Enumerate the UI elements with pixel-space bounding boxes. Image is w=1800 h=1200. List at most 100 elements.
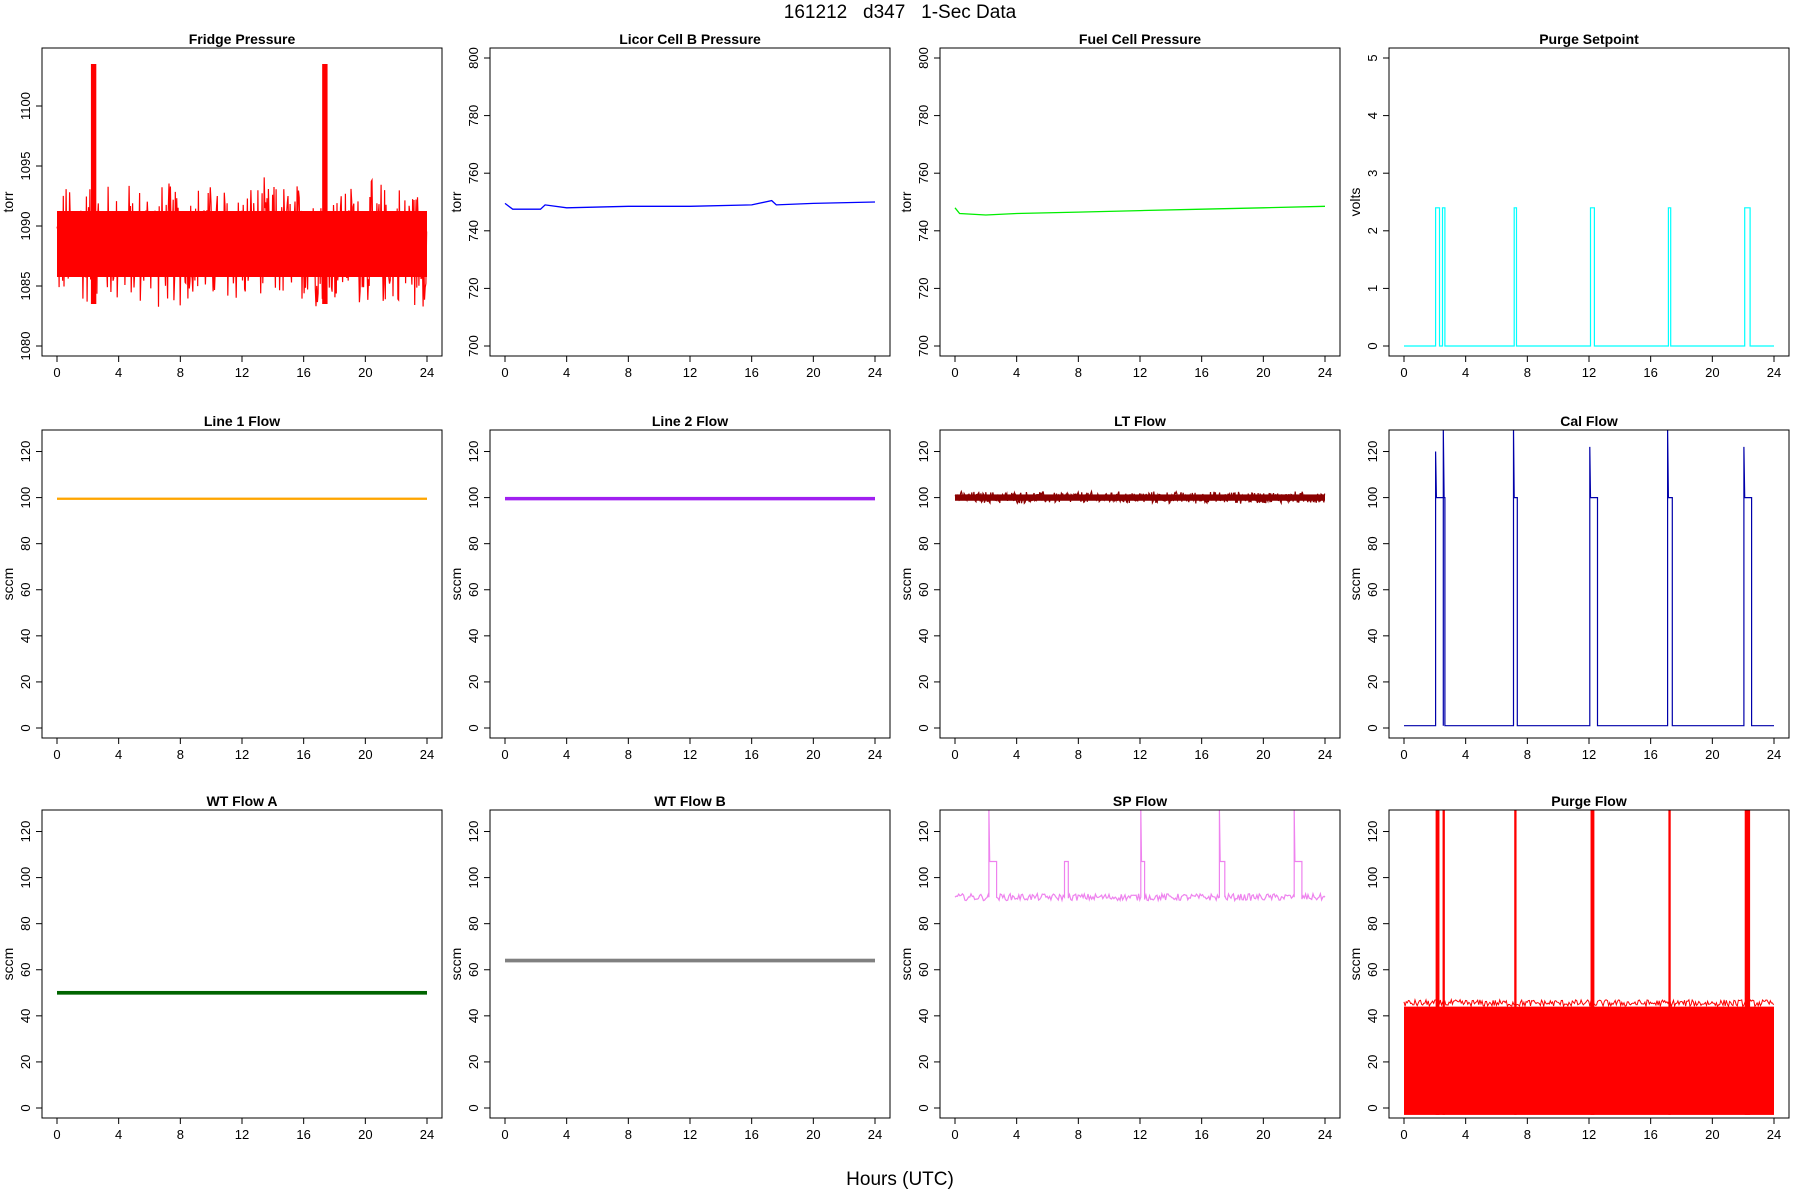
- x-tick-label: 0: [1400, 1127, 1407, 1142]
- series-spike: [1514, 810, 1517, 1115]
- plot-frame: [1388, 429, 1790, 739]
- chart-title: Fridge Pressure: [189, 31, 296, 47]
- series: [505, 958, 875, 963]
- series-band: [505, 958, 875, 963]
- x-tick-label: 16: [744, 747, 758, 762]
- series-band: [1404, 1006, 1774, 1115]
- y-tick-label: 4: [1365, 112, 1380, 119]
- chart-panel: Cal Flow sccm 0 4 8 12 16 20 24 0 20 40 60 80 100 120: [1347, 413, 1790, 762]
- x-tick-label: 8: [625, 365, 632, 380]
- x-tick-label: 4: [1013, 1127, 1020, 1142]
- series-line: [504, 199, 876, 210]
- x-tick-label: 24: [868, 1127, 882, 1142]
- x-tick-label: 24: [420, 747, 434, 762]
- y-axis: 0 20 40 60 80 100 120: [466, 441, 491, 732]
- y-axis-label: sccm: [898, 568, 914, 601]
- y-axis-label: torr: [0, 191, 16, 212]
- chart-panel: Line 2 Flow sccm 0 4 8 12 16 20 24 0 20 40 60 80 100 12…: [448, 413, 891, 762]
- chart-title: Fuel Cell Pressure: [1079, 31, 1201, 47]
- y-axis: 0 20 40 60 80 100 120: [18, 821, 43, 1112]
- y-tick-label: 100: [466, 867, 481, 889]
- y-tick-label: 120: [1365, 821, 1380, 843]
- x-axis-caption: Hours (UTC): [846, 1169, 954, 1190]
- plot-frame: [939, 809, 1341, 1119]
- y-tick-label: 780: [466, 105, 481, 127]
- y-tick-label: 60: [466, 963, 481, 977]
- y-tick-label: 80: [18, 916, 33, 930]
- y-tick-label: 40: [1365, 629, 1380, 643]
- y-axis: 700 720 740 760 780 800: [916, 47, 941, 357]
- y-tick-label: 80: [916, 536, 931, 550]
- x-tick-label: 16: [296, 747, 310, 762]
- y-tick-label: 60: [18, 583, 33, 597]
- series-band: [57, 990, 427, 995]
- series-spike: [1442, 810, 1445, 1115]
- x-tick-label: 16: [1194, 365, 1208, 380]
- x-tick-label: 0: [951, 365, 958, 380]
- y-tick-label: 120: [916, 821, 931, 843]
- x-tick-label: 8: [1075, 747, 1082, 762]
- series-band: [57, 497, 427, 500]
- y-tick-label: 40: [466, 1009, 481, 1023]
- y-tick-label: 60: [1365, 963, 1380, 977]
- y-tick-label: 60: [1365, 583, 1380, 597]
- y-tick-label: 720: [916, 278, 931, 300]
- x-tick-label: 8: [177, 1127, 184, 1142]
- x-tick-label: 24: [420, 1127, 434, 1142]
- x-tick-label: 8: [1524, 747, 1531, 762]
- x-tick-label: 12: [683, 1127, 697, 1142]
- y-tick-label: 0: [916, 724, 931, 731]
- y-tick-label: 1095: [18, 152, 33, 181]
- y-tick-label: 0: [18, 724, 33, 731]
- chart-title: WT Flow B: [654, 793, 726, 809]
- x-tick-label: 4: [563, 747, 570, 762]
- y-tick-label: 120: [916, 441, 931, 463]
- x-tick-label: 0: [951, 747, 958, 762]
- y-tick-label: 20: [1365, 1055, 1380, 1069]
- x-tick-label: 4: [1013, 747, 1020, 762]
- x-tick-label: 0: [951, 1127, 958, 1142]
- x-tick-label: 0: [53, 1127, 60, 1142]
- y-tick-label: 60: [466, 583, 481, 597]
- y-tick-label: 2: [1365, 227, 1380, 234]
- y-tick-label: 60: [916, 963, 931, 977]
- series: [954, 489, 1326, 506]
- x-tick-label: 0: [53, 365, 60, 380]
- x-tick-label: 20: [358, 365, 372, 380]
- y-tick-label: 80: [466, 536, 481, 550]
- y-tick-label: 0: [1365, 724, 1380, 731]
- chart-title: Purge Setpoint: [1539, 31, 1639, 47]
- y-tick-label: 20: [18, 1055, 33, 1069]
- series: [1404, 430, 1774, 727]
- x-tick-label: 20: [1705, 365, 1719, 380]
- x-tick-label: 20: [806, 747, 820, 762]
- y-tick-label: 20: [466, 1055, 481, 1069]
- y-axis: 0 20 40 60 80 100 120: [1365, 821, 1390, 1112]
- plot-frame: [939, 429, 1341, 739]
- series: [56, 64, 428, 307]
- x-tick-label: 24: [1767, 1127, 1781, 1142]
- x-tick-label: 16: [744, 1127, 758, 1142]
- y-tick-label: 720: [466, 278, 481, 300]
- series: [504, 199, 876, 210]
- y-tick-label: 1080: [18, 332, 33, 361]
- y-axis-label: sccm: [898, 948, 914, 981]
- x-tick-label: 24: [420, 365, 434, 380]
- plot-frame: [489, 47, 891, 357]
- x-tick-label: 8: [177, 365, 184, 380]
- plot-frame: [1388, 47, 1790, 357]
- x-tick-label: 24: [1767, 365, 1781, 380]
- y-axis: 1080 1085 1090 1095 1100: [18, 92, 43, 361]
- series-band: [505, 496, 875, 501]
- x-tick-label: 8: [1524, 365, 1531, 380]
- chart-title: WT Flow A: [206, 793, 277, 809]
- y-axis-label: sccm: [448, 568, 464, 601]
- y-axis: 0 1 2 3 4 5: [1365, 54, 1390, 350]
- y-tick-label: 100: [18, 487, 33, 509]
- x-tick-label: 0: [501, 365, 508, 380]
- x-tick-label: 20: [1705, 1127, 1719, 1142]
- series-event: [322, 64, 328, 304]
